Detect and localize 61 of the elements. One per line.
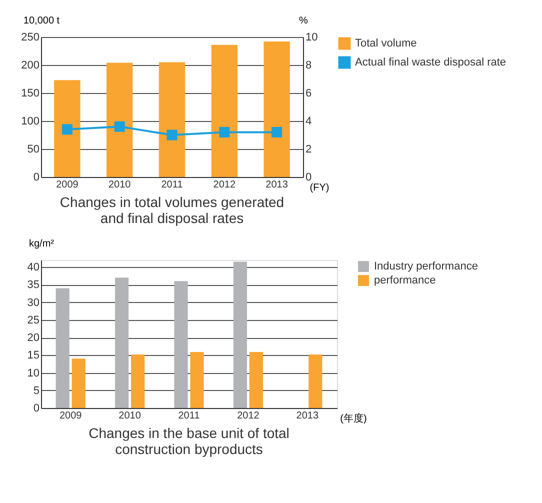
y-tick-label: 10 bbox=[27, 367, 40, 380]
y2-tick-label: 10 bbox=[306, 32, 318, 44]
point bbox=[272, 126, 282, 138]
y-tick-label: 50 bbox=[27, 144, 40, 156]
bar bbox=[158, 62, 186, 177]
y-tick-label: 200 bbox=[21, 60, 40, 72]
y-tick-label: 40 bbox=[27, 262, 40, 274]
bar bbox=[174, 281, 188, 408]
y-tick-label: 5 bbox=[33, 384, 40, 397]
point bbox=[114, 121, 125, 132]
legend-label: Actual final waste disposal rate bbox=[355, 56, 506, 68]
y-tick-label: 0 bbox=[33, 402, 40, 414]
y-tick-label: 35 bbox=[27, 279, 40, 292]
bar bbox=[54, 80, 80, 177]
y-tick-label: 20 bbox=[27, 332, 40, 344]
x-tick-label: 2011 bbox=[161, 180, 184, 190]
x-tick-label: 2012 bbox=[237, 410, 260, 422]
bar bbox=[56, 288, 70, 408]
x-tick-label: 2012 bbox=[213, 180, 236, 190]
y-tick-label: 100 bbox=[21, 116, 40, 128]
x-tick-label: 2010 bbox=[108, 180, 132, 190]
text: Changes in total volumes generated and final disposal rates bbox=[60, 194, 284, 226]
y-tick-label: 150 bbox=[21, 88, 40, 100]
x-tick-label: 2009 bbox=[56, 180, 79, 190]
y2-tick-label: 2 bbox=[306, 144, 312, 156]
legend-label: Industry performance bbox=[374, 260, 478, 272]
bar bbox=[115, 278, 129, 408]
bar bbox=[264, 41, 290, 177]
y-tick-label: 30 bbox=[27, 296, 40, 309]
y-tick-label: 25 bbox=[27, 314, 40, 326]
bar bbox=[72, 358, 86, 408]
x-tick-label: 2009 bbox=[59, 410, 82, 422]
point bbox=[166, 130, 178, 140]
y-tick-label: 250 bbox=[21, 32, 40, 44]
bar bbox=[190, 352, 204, 408]
x-axis-title: (FY) bbox=[310, 182, 330, 194]
x-tick-label: 2013 bbox=[296, 410, 319, 422]
y2-tick-label: 0 bbox=[306, 172, 312, 184]
y-axis-title: 10,000 t bbox=[23, 16, 60, 26]
y2-axis-title: % bbox=[299, 16, 308, 26]
bar bbox=[131, 354, 145, 408]
x-tick-label: 2011 bbox=[178, 410, 200, 422]
y2-tick-label: 8 bbox=[306, 60, 312, 72]
text: Changes in the base unit of total construction byproducts bbox=[88, 425, 290, 457]
y-tick-label: 0 bbox=[33, 172, 40, 184]
x-axis-title: (年度) bbox=[340, 412, 367, 424]
bar bbox=[233, 262, 247, 408]
bar bbox=[211, 44, 238, 177]
point bbox=[219, 126, 230, 138]
point bbox=[62, 124, 72, 135]
x-tick-label: 2010 bbox=[118, 410, 142, 422]
bar bbox=[249, 352, 263, 408]
y-tick-label: 15 bbox=[27, 350, 40, 362]
bar bbox=[106, 62, 133, 177]
y2-tick-label: 6 bbox=[306, 88, 312, 100]
legend-label: performance bbox=[374, 274, 436, 286]
bar bbox=[308, 354, 322, 408]
x-tick-label: 2013 bbox=[266, 180, 288, 190]
legend-label: Total volume bbox=[355, 38, 417, 50]
y-axis-title: kg/m² bbox=[29, 238, 55, 250]
y2-tick-label: 4 bbox=[306, 116, 312, 128]
